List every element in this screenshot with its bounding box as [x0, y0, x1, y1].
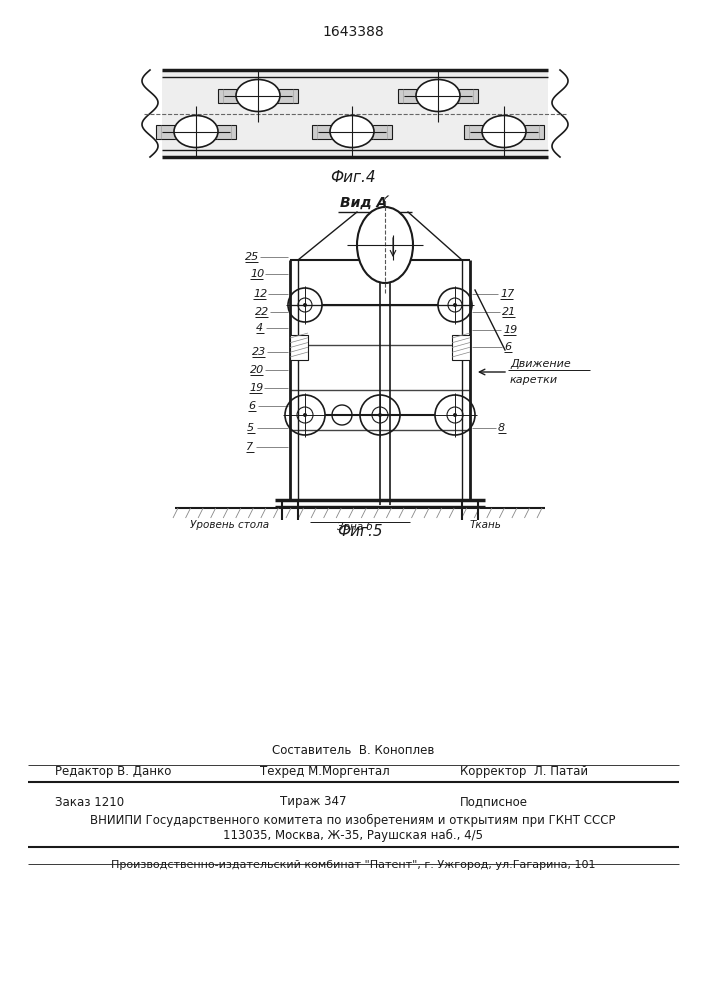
Ellipse shape — [357, 207, 413, 283]
Bar — [464, 124, 544, 138]
Bar — [218, 89, 298, 103]
Ellipse shape — [330, 115, 374, 147]
Text: Составитель  В. Коноплев: Составитель В. Коноплев — [271, 744, 434, 756]
Text: Заказ 1210: Заказ 1210 — [55, 796, 124, 808]
Text: каретки: каретки — [510, 375, 558, 385]
Text: ВНИИПИ Государственного комитета по изобретениям и открытиям при ГКНТ СССР: ВНИИПИ Государственного комитета по изоб… — [90, 813, 616, 827]
Circle shape — [303, 303, 307, 307]
Text: 5: 5 — [247, 423, 254, 433]
Text: 1643388: 1643388 — [322, 25, 384, 39]
Text: 10: 10 — [250, 269, 264, 279]
Text: Уровень стола: Уровень стола — [190, 520, 269, 530]
Ellipse shape — [416, 80, 460, 111]
Bar — [398, 89, 478, 103]
Text: 7: 7 — [246, 442, 253, 452]
Text: Ткань: Ткань — [470, 520, 502, 530]
Text: Техред М.Моргентал: Техред М.Моргентал — [260, 766, 390, 778]
Text: Фиг.5: Фиг.5 — [337, 524, 382, 540]
Text: Корректор  Л. Патай: Корректор Л. Патай — [460, 766, 588, 778]
Text: 4: 4 — [256, 323, 263, 333]
Ellipse shape — [236, 80, 280, 111]
Text: Подписное: Подписное — [460, 796, 528, 808]
Text: 6: 6 — [504, 342, 511, 352]
Circle shape — [453, 413, 457, 417]
Text: 22: 22 — [255, 307, 269, 317]
Bar — [162, 70, 548, 157]
Ellipse shape — [174, 115, 218, 147]
Text: Фиг.4: Фиг.4 — [330, 170, 376, 186]
Text: 19: 19 — [249, 383, 263, 393]
Text: 17: 17 — [500, 289, 514, 299]
Circle shape — [303, 413, 307, 417]
Text: 23: 23 — [252, 347, 267, 357]
Text: Вид Á: Вид Á — [340, 196, 387, 210]
Text: Движение: Движение — [510, 359, 571, 369]
Ellipse shape — [482, 115, 526, 147]
Bar — [452, 335, 470, 360]
Text: Редактор В. Данко: Редактор В. Данко — [55, 766, 171, 778]
Text: 6: 6 — [248, 401, 255, 411]
Text: Тираж 347: Тираж 347 — [280, 796, 346, 808]
Text: Производственно-издательский комбинат "Патент", г. Ужгород, ул.Гагарина, 101: Производственно-издательский комбинат "П… — [111, 860, 595, 870]
Bar — [156, 124, 236, 138]
Text: 113035, Москва, Ж-35, Раушская наб., 4/5: 113035, Москва, Ж-35, Раушская наб., 4/5 — [223, 828, 483, 842]
Bar — [312, 124, 392, 138]
Text: 19: 19 — [503, 325, 518, 335]
Circle shape — [453, 303, 457, 307]
Text: 21: 21 — [502, 307, 516, 317]
Text: 12: 12 — [253, 289, 267, 299]
Text: 8: 8 — [498, 423, 505, 433]
Bar — [290, 335, 308, 360]
Text: Зона б: Зона б — [337, 522, 373, 532]
Text: 25: 25 — [245, 252, 259, 262]
Text: 20: 20 — [250, 365, 264, 375]
Circle shape — [378, 413, 382, 417]
